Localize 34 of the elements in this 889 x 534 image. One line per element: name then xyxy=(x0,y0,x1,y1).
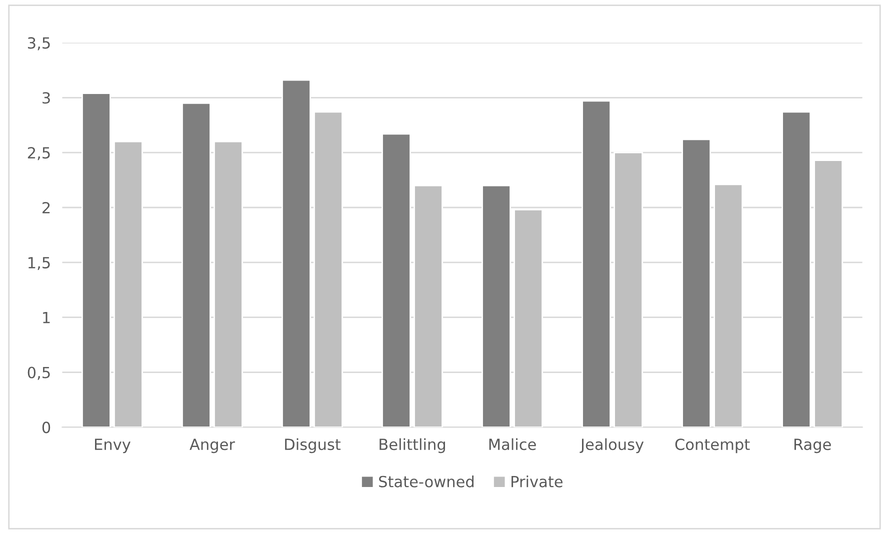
y-tick-label: 0 xyxy=(42,422,50,434)
y-tick-label: 1 xyxy=(43,312,50,324)
x-tick-label: Jealousy xyxy=(580,438,644,454)
x-tick-label: Contempt xyxy=(675,438,750,454)
bar xyxy=(82,92,111,428)
x-tick-label: Rage xyxy=(794,438,831,454)
x-tick-label: Disgust xyxy=(285,438,341,454)
x-tick-label: Envy xyxy=(95,438,130,454)
bar xyxy=(614,152,643,428)
y-tick-label: 3,5 xyxy=(28,37,50,50)
y-tick-label: 2,5 xyxy=(28,147,50,160)
y-tick-label: 3 xyxy=(42,92,50,104)
y-tick-label: 0,5 xyxy=(28,366,50,380)
bar xyxy=(282,79,311,428)
bar xyxy=(182,102,211,428)
bar xyxy=(782,111,812,428)
bar xyxy=(514,209,543,428)
bar xyxy=(114,140,143,428)
x-tick-label: Malice xyxy=(489,438,536,450)
x-tick-label: Anger xyxy=(190,438,236,454)
x-tick-label: Belittling xyxy=(380,438,445,454)
bar xyxy=(382,133,411,428)
legend-label: State-owned xyxy=(379,476,474,488)
bar xyxy=(582,100,611,428)
y-tick-label: 2 xyxy=(42,202,50,214)
bar xyxy=(214,140,243,428)
y-tick-label: 1,5 xyxy=(28,257,50,270)
bar xyxy=(714,184,744,428)
bar xyxy=(414,184,443,428)
bar xyxy=(482,184,511,428)
bar xyxy=(314,111,343,428)
bar xyxy=(814,160,844,428)
legend-label: Private xyxy=(512,476,563,488)
bar xyxy=(682,138,712,428)
